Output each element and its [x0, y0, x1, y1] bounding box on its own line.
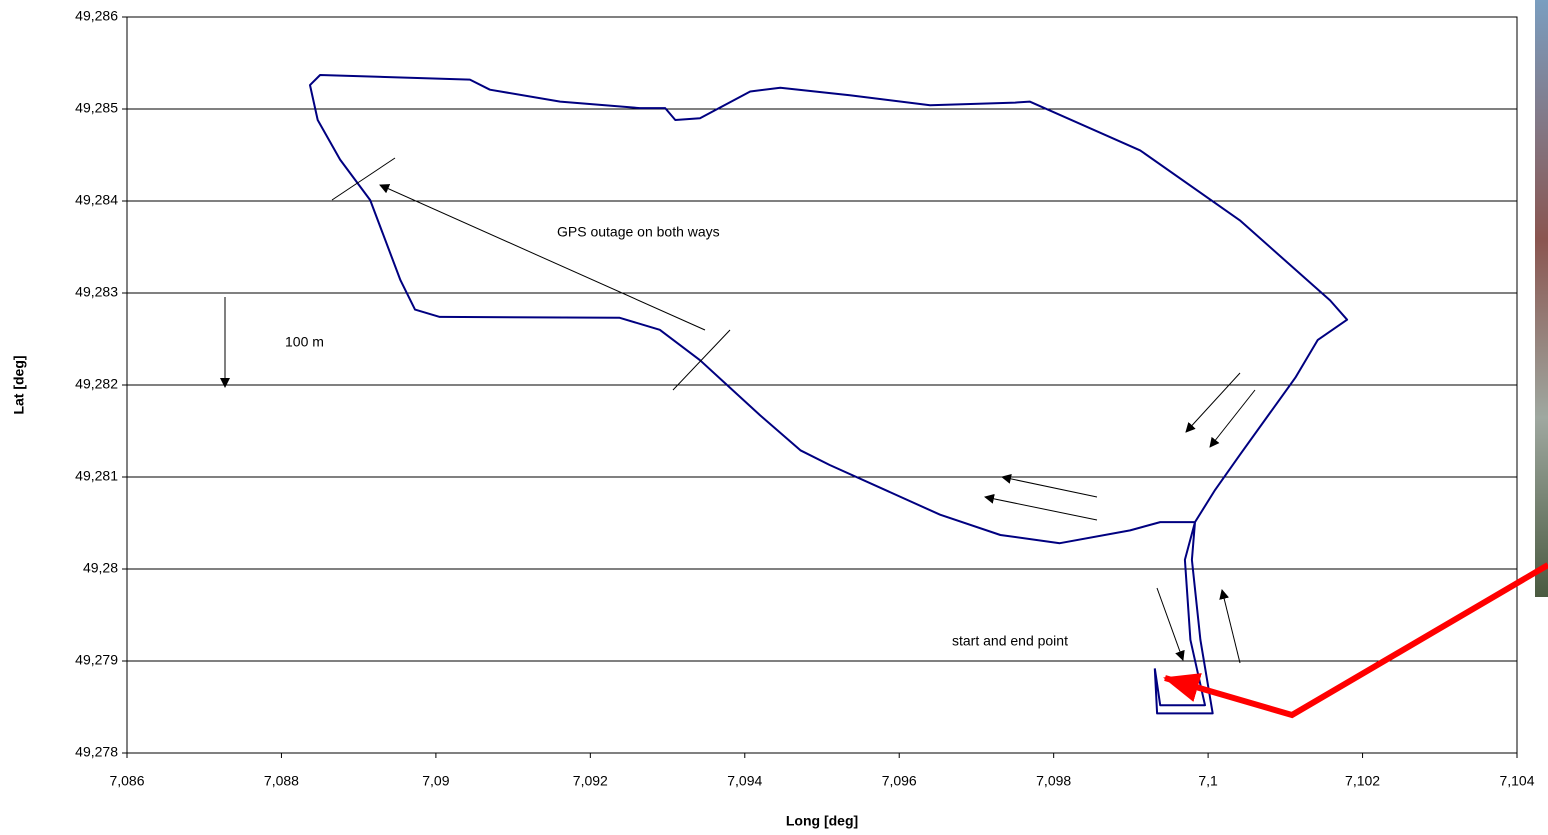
- x-tick-label: 7,098: [1036, 773, 1071, 789]
- arrow: [984, 493, 1098, 521]
- x-tick-label: 7,104: [1499, 773, 1534, 789]
- y-tick-label: 49,279: [75, 652, 118, 668]
- photo-strip: [1535, 0, 1548, 597]
- x-tick-label: 7,096: [882, 773, 917, 789]
- x-tick-label: 7,088: [264, 773, 299, 789]
- y-tick-label: 49,285: [75, 100, 118, 116]
- y-axis-title: Lat [deg]: [11, 355, 27, 414]
- annotation: GPS outage on both ways: [557, 224, 720, 240]
- y-tick-label: 49,282: [75, 376, 118, 392]
- x-tick-label: 7,09: [422, 773, 449, 789]
- x-tick-label: 7,086: [109, 773, 144, 789]
- arrow: [1209, 389, 1256, 448]
- x-tick-label: 7,094: [727, 773, 762, 789]
- track-line: [309, 74, 1349, 715]
- y-tick-label: 49,286: [75, 8, 118, 24]
- x-tick-label: 7,092: [573, 773, 608, 789]
- annotation: start and end point: [952, 633, 1068, 649]
- arrow: [1185, 372, 1241, 433]
- y-tick-label: 49,281: [75, 468, 118, 484]
- arrow: [1001, 473, 1098, 498]
- y-tick-label: 49,283: [75, 284, 118, 300]
- x-tick-label: 7,1: [1198, 773, 1218, 789]
- arrow: [1156, 587, 1185, 661]
- y-tick-label: 49,284: [75, 192, 118, 208]
- x-tick-label: 7,102: [1345, 773, 1380, 789]
- annotation-arrows: [220, 157, 1256, 664]
- annotation: 100 m: [285, 334, 324, 350]
- arrow: [1219, 589, 1241, 664]
- arrow: [379, 184, 706, 331]
- plot-frame: [126, 16, 1518, 754]
- x-axis-title: Long [deg]: [786, 813, 858, 829]
- y-tick-label: 49,278: [75, 744, 118, 760]
- red-arrow: [1163, 562, 1548, 719]
- outage-mark: [331, 157, 396, 201]
- y-tick-label: 49,28: [83, 560, 118, 576]
- outage-mark: [672, 329, 731, 391]
